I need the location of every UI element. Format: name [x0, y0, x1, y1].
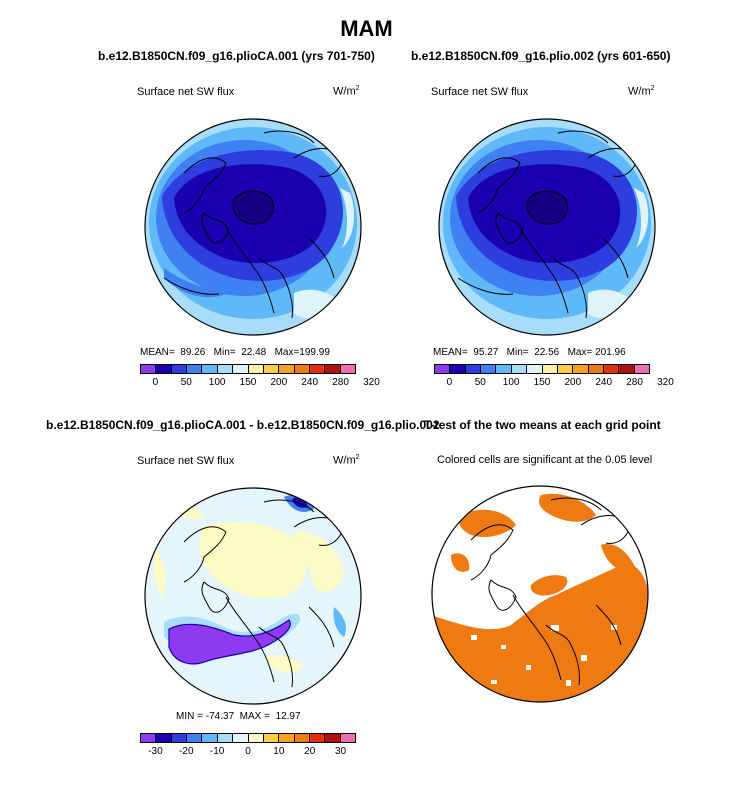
colorbar-swatch — [141, 365, 157, 373]
colorbar-swatch — [542, 365, 558, 373]
colorbar-swatch — [511, 365, 528, 373]
colorbar-swatch — [294, 734, 310, 742]
colorbar-tick-label: 150 — [533, 377, 551, 388]
colorbar-tick-label: 150 — [239, 377, 257, 388]
colorbar-swatch — [309, 734, 326, 742]
colorbar-swatch — [481, 365, 497, 373]
panel1-units: W/m2 — [333, 85, 360, 98]
colorbar-swatch — [156, 734, 172, 742]
panel2-units: W/m2 — [628, 85, 655, 98]
colorbar-swatch — [527, 365, 543, 373]
panel1-field-label: Surface net SW flux — [137, 86, 235, 98]
colorbar-swatch — [619, 365, 635, 373]
significance-region-center — [530, 575, 568, 596]
colorbar-swatch — [634, 365, 650, 373]
colorbar-tick-label: 200 — [564, 377, 582, 388]
panel4-polar-map — [431, 485, 649, 703]
panel3-field-label: Surface net SW flux — [137, 455, 235, 467]
colorbar-swatch — [187, 734, 203, 742]
panel3-polar-map — [144, 487, 362, 705]
panel3-units: W/m2 — [333, 454, 360, 467]
colorbar-tick-label: -20 — [179, 746, 194, 757]
colorbar-tick-label: 240 — [301, 377, 319, 388]
colorbar-swatch — [141, 734, 157, 742]
colorbar-tick-label: 10 — [273, 746, 285, 757]
panel2-stats: MEAN= 95.27 Min= 22.56 Max= 201.96 — [433, 347, 626, 358]
colorbar-swatch — [279, 365, 295, 373]
colorbar-tick-label: 320 — [363, 377, 380, 388]
colorbar-swatch — [263, 365, 280, 373]
colorbar-swatch — [156, 365, 172, 373]
colorbar-tick-label: 100 — [502, 377, 520, 388]
colorbar-swatch — [187, 365, 203, 373]
significance-region-north — [459, 509, 516, 537]
significance-region-east — [601, 544, 636, 572]
panel1-title: b.e12.B1850CN.f09_g16.plioCA.001 (yrs 70… — [98, 49, 375, 63]
colorbar-swatch — [202, 734, 218, 742]
panel2-field-label: Surface net SW flux — [431, 86, 529, 98]
colorbar-swatch — [202, 365, 218, 373]
colorbar-tick-label: 20 — [304, 746, 316, 757]
colorbar-swatch — [573, 365, 589, 373]
colorbar-tick-label: 30 — [335, 746, 347, 757]
panel3-title: b.e12.B1850CN.f09_g16.plioCA.001 - b.e12… — [46, 418, 440, 432]
panel3-colorbar — [140, 733, 356, 743]
colorbar-swatch — [496, 365, 512, 373]
colorbar-swatch — [171, 734, 188, 742]
colorbar-swatch — [435, 365, 451, 373]
colorbar-swatch — [279, 734, 295, 742]
colorbar-tick-label: 100 — [208, 377, 226, 388]
colorbar-swatch — [325, 365, 341, 373]
colorbar-swatch — [217, 365, 234, 373]
colorbar-swatch — [217, 734, 234, 742]
colorbar-tick-label: -10 — [209, 746, 225, 757]
colorbar-tick-label: 50 — [180, 377, 192, 388]
colorbar-tick-label: 200 — [270, 377, 288, 388]
colorbar-swatch — [248, 365, 264, 373]
significance-region-west — [451, 553, 470, 572]
colorbar-swatch — [603, 365, 620, 373]
colorbar-swatch — [340, 734, 356, 742]
colorbar-swatch — [465, 365, 482, 373]
colorbar-tick-label: 0 — [245, 746, 251, 757]
panel2-polar-map — [438, 118, 656, 336]
panel3-stats: MIN = -74.37 MAX = 12.97 — [176, 711, 301, 722]
panel1-polar-map — [144, 118, 362, 336]
colorbar-swatch — [233, 734, 249, 742]
significance-region-northeast — [539, 493, 596, 522]
main-title: MAM — [340, 16, 393, 41]
colorbar-swatch — [557, 365, 574, 373]
panel2-title: b.e12.B1850CN.f09_g16.plio.002 (yrs 601-… — [411, 49, 671, 63]
colorbar-tick-label: 320 — [657, 377, 674, 388]
panel2-colorbar — [434, 364, 650, 374]
colorbar-swatch — [294, 365, 310, 373]
colorbar-swatch — [588, 365, 604, 373]
colorbar-swatch — [450, 365, 466, 373]
colorbar-swatch — [248, 734, 264, 742]
colorbar-swatch — [233, 365, 249, 373]
colorbar-tick-label: -30 — [148, 746, 163, 757]
colorbar-swatch — [309, 365, 326, 373]
colorbar-swatch — [340, 365, 356, 373]
panel4-title: T-test of the two means at each grid poi… — [424, 418, 661, 432]
panel1-colorbar — [140, 364, 356, 374]
colorbar-tick-label: 240 — [595, 377, 613, 388]
panel4-subtitle: Colored cells are significant at the 0.0… — [437, 454, 653, 466]
colorbar-swatch — [263, 734, 280, 742]
colorbar-tick-label: 280 — [332, 377, 349, 388]
colorbar-swatch — [171, 365, 188, 373]
panel1-stats: MEAN= 89.26 Min= 22.48 Max=199.99 — [140, 347, 330, 358]
colorbar-tick-label: 0 — [446, 377, 453, 388]
colorbar-tick-label: 0 — [152, 377, 159, 388]
colorbar-tick-label: 50 — [474, 377, 486, 388]
colorbar-swatch — [325, 734, 341, 742]
colorbar-tick-label: 280 — [626, 377, 643, 388]
